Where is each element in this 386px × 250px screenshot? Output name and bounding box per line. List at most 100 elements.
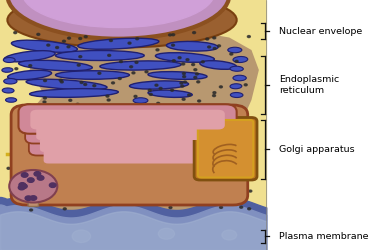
Circle shape bbox=[203, 112, 206, 114]
Circle shape bbox=[149, 94, 152, 96]
Circle shape bbox=[107, 192, 109, 194]
Circle shape bbox=[26, 104, 29, 106]
FancyBboxPatch shape bbox=[25, 121, 230, 144]
Circle shape bbox=[219, 86, 222, 88]
Circle shape bbox=[63, 40, 66, 42]
Circle shape bbox=[239, 133, 242, 135]
Circle shape bbox=[37, 176, 44, 180]
Circle shape bbox=[218, 45, 220, 47]
Circle shape bbox=[29, 65, 32, 67]
Circle shape bbox=[192, 64, 195, 66]
Ellipse shape bbox=[12, 40, 77, 52]
Circle shape bbox=[41, 194, 44, 196]
Circle shape bbox=[215, 120, 218, 122]
Circle shape bbox=[69, 99, 72, 101]
Circle shape bbox=[194, 76, 197, 78]
Circle shape bbox=[20, 184, 27, 188]
Circle shape bbox=[112, 82, 115, 84]
Circle shape bbox=[25, 172, 28, 173]
Circle shape bbox=[174, 146, 178, 148]
Text: Nuclear envelope: Nuclear envelope bbox=[279, 27, 362, 36]
Circle shape bbox=[86, 108, 89, 110]
Circle shape bbox=[49, 127, 52, 129]
Circle shape bbox=[213, 37, 216, 39]
Circle shape bbox=[208, 46, 211, 48]
Circle shape bbox=[163, 192, 166, 194]
Circle shape bbox=[130, 127, 133, 129]
Circle shape bbox=[43, 126, 46, 128]
Circle shape bbox=[230, 53, 233, 55]
Circle shape bbox=[77, 64, 80, 66]
Circle shape bbox=[84, 36, 87, 38]
Circle shape bbox=[158, 228, 174, 239]
Circle shape bbox=[58, 110, 61, 112]
FancyBboxPatch shape bbox=[194, 118, 257, 180]
Circle shape bbox=[30, 196, 37, 200]
Circle shape bbox=[60, 81, 63, 83]
Circle shape bbox=[80, 82, 83, 84]
Circle shape bbox=[183, 72, 185, 74]
Circle shape bbox=[168, 200, 171, 202]
Circle shape bbox=[93, 85, 96, 87]
Circle shape bbox=[83, 124, 86, 126]
Circle shape bbox=[240, 190, 243, 192]
Ellipse shape bbox=[228, 47, 242, 53]
Circle shape bbox=[213, 132, 216, 134]
Circle shape bbox=[213, 92, 216, 94]
Circle shape bbox=[139, 146, 142, 148]
Circle shape bbox=[78, 108, 80, 110]
Circle shape bbox=[44, 97, 46, 99]
Circle shape bbox=[7, 167, 10, 169]
Circle shape bbox=[62, 175, 65, 177]
Circle shape bbox=[208, 126, 211, 128]
FancyBboxPatch shape bbox=[28, 199, 39, 206]
Circle shape bbox=[110, 40, 112, 42]
Circle shape bbox=[213, 94, 215, 96]
Circle shape bbox=[247, 36, 251, 38]
Circle shape bbox=[166, 178, 169, 180]
Circle shape bbox=[78, 180, 80, 182]
Circle shape bbox=[102, 142, 105, 144]
Circle shape bbox=[207, 204, 210, 206]
Circle shape bbox=[49, 183, 56, 188]
Ellipse shape bbox=[133, 98, 148, 103]
Circle shape bbox=[244, 116, 247, 118]
Circle shape bbox=[223, 141, 226, 143]
Circle shape bbox=[140, 142, 143, 144]
Circle shape bbox=[235, 136, 237, 138]
Circle shape bbox=[134, 95, 137, 97]
Ellipse shape bbox=[5, 98, 17, 102]
Circle shape bbox=[118, 78, 121, 80]
Circle shape bbox=[78, 145, 81, 147]
Circle shape bbox=[72, 230, 91, 242]
Ellipse shape bbox=[56, 71, 129, 79]
Circle shape bbox=[206, 38, 209, 40]
Circle shape bbox=[65, 129, 68, 131]
Circle shape bbox=[50, 128, 53, 130]
Circle shape bbox=[21, 173, 28, 177]
Circle shape bbox=[223, 152, 225, 154]
Circle shape bbox=[43, 101, 46, 103]
Circle shape bbox=[185, 180, 188, 182]
Circle shape bbox=[220, 206, 223, 208]
Circle shape bbox=[244, 84, 247, 86]
FancyBboxPatch shape bbox=[36, 124, 219, 140]
Ellipse shape bbox=[148, 72, 207, 80]
Circle shape bbox=[235, 60, 238, 62]
Circle shape bbox=[172, 60, 175, 62]
Circle shape bbox=[194, 69, 197, 71]
Circle shape bbox=[120, 60, 122, 62]
Circle shape bbox=[82, 200, 85, 202]
Ellipse shape bbox=[233, 75, 246, 81]
Ellipse shape bbox=[100, 61, 181, 70]
Circle shape bbox=[107, 99, 110, 101]
Circle shape bbox=[249, 190, 252, 192]
Circle shape bbox=[232, 189, 235, 191]
Circle shape bbox=[107, 182, 110, 184]
Circle shape bbox=[62, 190, 65, 192]
Circle shape bbox=[47, 44, 50, 46]
Circle shape bbox=[46, 168, 49, 170]
Ellipse shape bbox=[4, 78, 17, 84]
Circle shape bbox=[132, 72, 135, 74]
Circle shape bbox=[169, 34, 171, 36]
